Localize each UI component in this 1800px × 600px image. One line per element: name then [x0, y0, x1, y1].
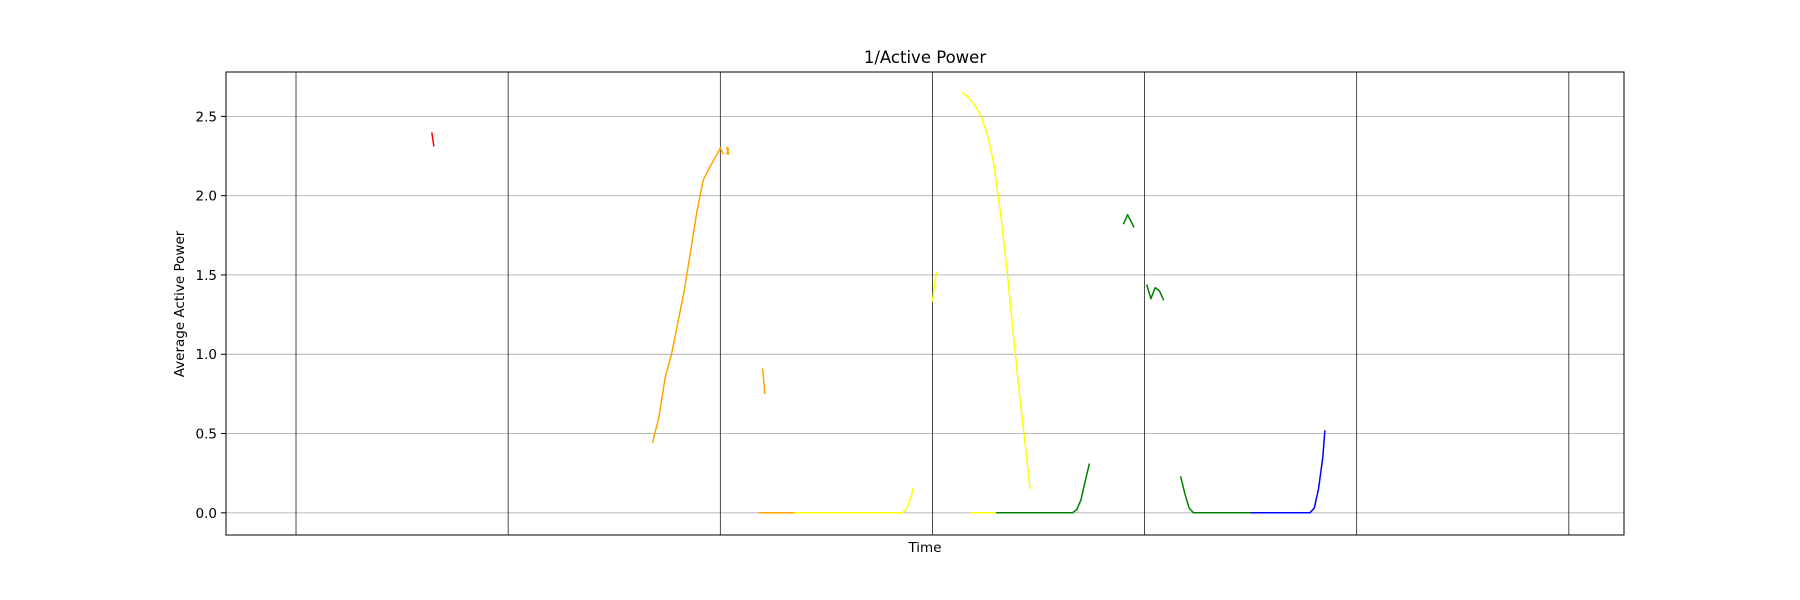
y-axis-ticks: 0.0 0.5 1.0 1.5 2.0 2.5 [196, 109, 226, 522]
series-line-green [996, 463, 1091, 514]
series-line-green [1145, 284, 1165, 301]
grid [226, 72, 1624, 535]
y-tick-label: 1.5 [196, 268, 217, 284]
series-line-yellow [961, 91, 1031, 490]
y-tick-label: 0.0 [196, 506, 217, 522]
y-axis-label: Average Active Power [172, 230, 188, 377]
y-tick-label: 2.5 [196, 109, 217, 125]
chart-title: 1/Active Power [864, 48, 986, 67]
series-line-yellow [794, 487, 915, 514]
series-line-orange [761, 368, 766, 394]
y-tick-label: 2.0 [196, 189, 217, 205]
series-line-blue [1250, 430, 1326, 514]
series-line-green [1179, 476, 1251, 514]
series-line-orange [725, 147, 730, 155]
series-line-yellow [931, 271, 938, 302]
y-tick-label: 0.5 [196, 427, 217, 443]
series-line-orange [651, 147, 725, 444]
plot-frame [225, 71, 1625, 536]
series-line-green [1122, 213, 1135, 228]
x-axis-label: Time [907, 540, 941, 556]
series-layer [431, 91, 1326, 514]
y-tick-label: 1.0 [196, 347, 217, 363]
series-line-red [431, 132, 435, 147]
